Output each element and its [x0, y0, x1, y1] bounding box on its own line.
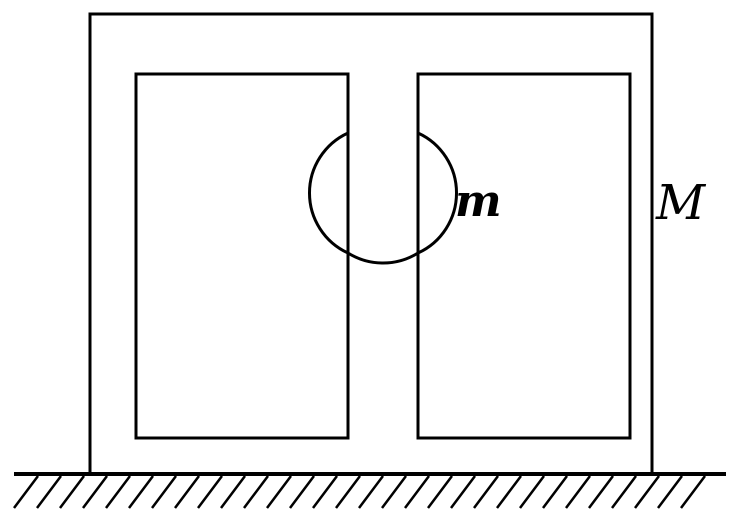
hatch-line	[611, 475, 637, 509]
hatch-line	[82, 475, 108, 509]
hatch-line	[36, 475, 62, 509]
hatch-line	[427, 475, 453, 509]
hatch-line	[519, 475, 545, 509]
outer-block	[88, 12, 654, 476]
hatch-line	[13, 475, 39, 509]
hatch-line	[381, 475, 407, 509]
small-mass-label: m	[455, 176, 502, 227]
hatch-line	[657, 475, 683, 509]
hatch-line	[588, 475, 614, 509]
hatch-line	[197, 475, 223, 509]
hatch-line	[266, 475, 292, 509]
ground-hatching	[13, 475, 706, 509]
hatch-line	[220, 475, 246, 509]
hatch-line	[174, 475, 200, 509]
hatch-line	[634, 475, 660, 509]
hatch-line	[335, 475, 361, 509]
hatch-line	[151, 475, 177, 509]
hatch-line	[496, 475, 522, 509]
hatch-line	[404, 475, 430, 509]
large-mass-label: M	[655, 175, 707, 231]
circular-track-left-arc	[308, 131, 349, 255]
left-cavity	[134, 72, 350, 440]
hatch-line	[59, 475, 85, 509]
hatch-line	[680, 475, 706, 509]
circular-track-bottom-arc	[347, 251, 419, 265]
hatch-line	[105, 475, 131, 509]
hatch-line	[358, 475, 384, 509]
hatch-line	[243, 475, 269, 509]
right-cavity	[416, 72, 632, 440]
hatch-line	[542, 475, 568, 509]
hatch-line	[128, 475, 154, 509]
hatch-line	[473, 475, 499, 509]
hatch-line	[565, 475, 591, 509]
hatch-line	[450, 475, 476, 509]
hatch-line	[312, 475, 338, 509]
hatch-line	[289, 475, 315, 509]
circular-track-right-arc	[417, 131, 458, 255]
